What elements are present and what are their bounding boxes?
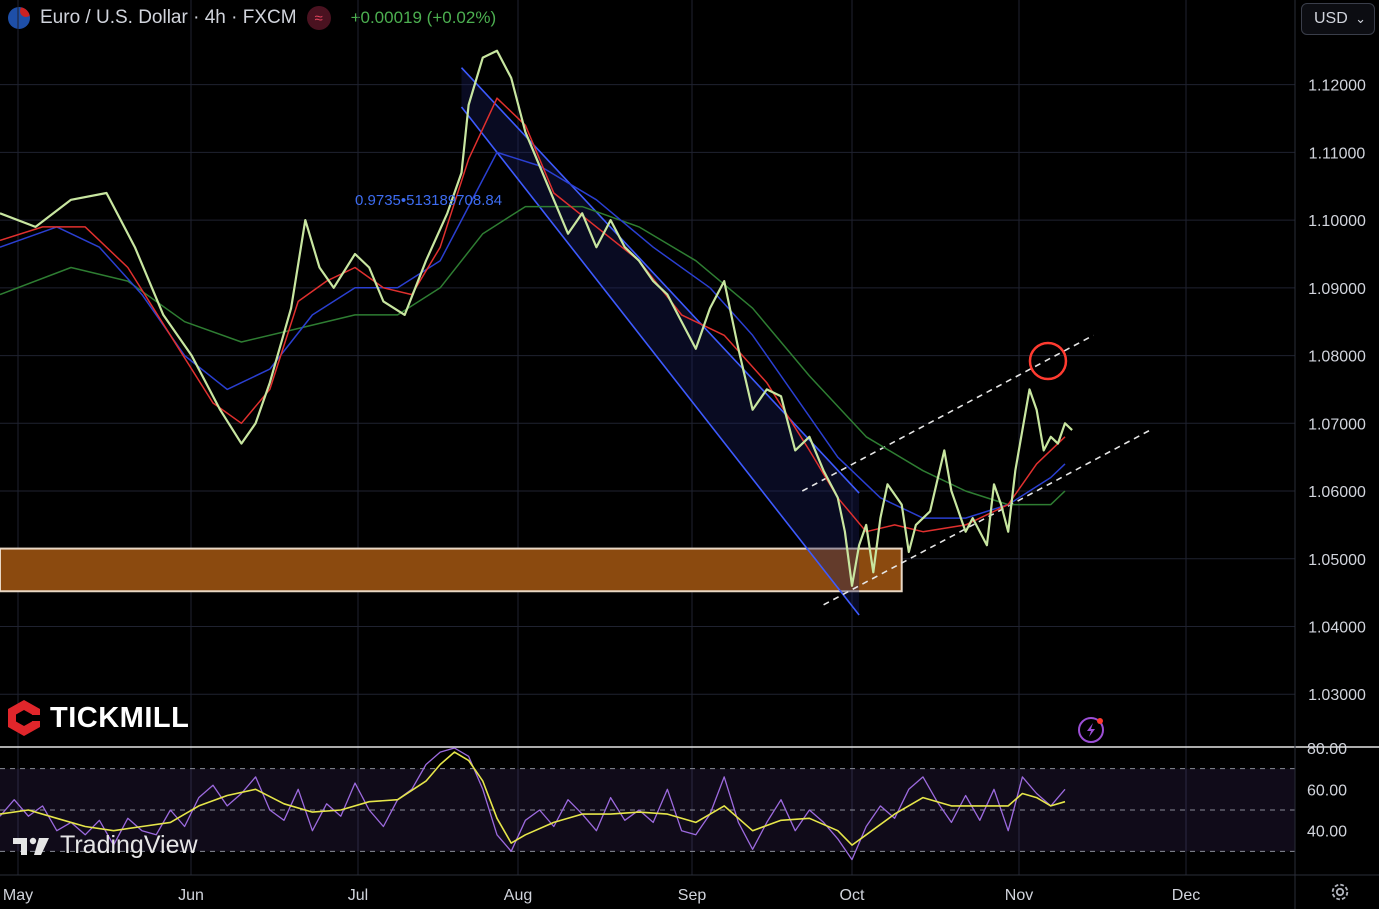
tradingview-logo: TradingView xyxy=(12,831,198,860)
date-tick-label: Oct xyxy=(840,887,865,904)
tickmill-logo-icon xyxy=(8,700,40,736)
chevron-down-icon: ⌄ xyxy=(1355,11,1366,26)
price-tick-label: 1.11000 xyxy=(1309,145,1366,162)
price-line xyxy=(0,49,1073,587)
tradingview-logo-icon xyxy=(13,837,49,855)
date-tick-label: Dec xyxy=(1172,887,1200,904)
symbol-title[interactable]: Euro / U.S. Dollar · 4h · FXCM xyxy=(40,7,297,28)
rsi-band xyxy=(0,768,1295,852)
ascending-channel-upper xyxy=(801,334,1094,492)
ascending-channel-lower xyxy=(823,429,1151,606)
date-tick-label: Aug xyxy=(504,887,532,904)
price-change: +0.00019 (+0.02%) xyxy=(350,8,497,27)
date-tick-label: May xyxy=(3,887,33,904)
support-zone xyxy=(0,547,903,593)
currency-label: USD xyxy=(1314,10,1348,27)
target-circle xyxy=(1028,341,1068,381)
rsi-line-rsi-signal xyxy=(0,751,1066,846)
symbol-header: Euro / U.S. Dollar · 4h · FXCM ≈ +0.0001… xyxy=(8,6,496,30)
channel-shade xyxy=(461,67,860,615)
date-tick-label: Jun xyxy=(178,887,204,904)
date-tick-label: Jul xyxy=(348,887,368,904)
descending-channel-upper xyxy=(460,67,860,494)
price-tick-label: 1.09000 xyxy=(1308,281,1366,298)
currency-select[interactable]: USD ⌄ xyxy=(1301,3,1375,35)
price-tick-label: 1.12000 xyxy=(1308,78,1366,95)
rsi-tick-label: 60.00 xyxy=(1307,782,1347,799)
flag-icon xyxy=(8,7,30,29)
date-tick-label: Nov xyxy=(1005,887,1033,904)
lightning-alert-icon xyxy=(1078,717,1104,743)
fib-label: 0.9735•513189708.84 xyxy=(355,192,502,209)
platform-name: TradingView xyxy=(60,831,198,859)
tickmill-logo: TICKMILL xyxy=(6,698,189,738)
price-tick-label: 1.08000 xyxy=(1308,349,1366,366)
moving-average-ema-mid xyxy=(0,151,1066,519)
settings-gear-icon[interactable] xyxy=(1329,881,1351,903)
broker-name: TICKMILL xyxy=(50,701,190,734)
date-tick-label: Sep xyxy=(678,887,707,904)
indicator-icon[interactable]: ≈ xyxy=(306,6,331,30)
moving-average-ema-slow xyxy=(0,205,1066,506)
price-tick-label: 1.07000 xyxy=(1308,416,1366,433)
rsi-tick-label: 80.00 xyxy=(1307,741,1347,758)
price-tick-label: 1.03000 xyxy=(1308,687,1366,704)
price-tick-label: 1.05000 xyxy=(1308,552,1366,569)
descending-channel-lower xyxy=(460,106,860,616)
price-tick-label: 1.06000 xyxy=(1308,484,1366,501)
price-tick-label: 1.04000 xyxy=(1308,619,1366,636)
rsi-tick-label: 40.00 xyxy=(1307,824,1347,841)
price-tick-label: 1.10000 xyxy=(1308,213,1366,230)
